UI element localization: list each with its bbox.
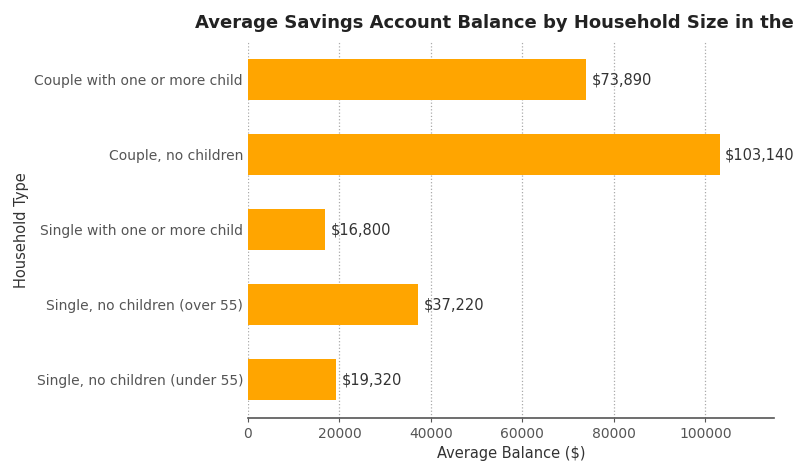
Text: $103,140: $103,140 [725,147,795,162]
Bar [248,284,418,325]
Text: $37,220: $37,220 [424,297,484,312]
Bar [248,359,336,400]
X-axis label: Average Balance ($): Average Balance ($) [437,446,585,461]
Bar [248,59,586,100]
Bar [248,209,325,250]
Text: $16,800: $16,800 [330,222,390,237]
Y-axis label: Household Type: Household Type [14,172,29,287]
Bar [248,134,720,175]
Title: Average Savings Account Balance by Household Size in the US: Average Savings Account Balance by House… [194,14,800,32]
Text: $73,890: $73,890 [591,72,652,87]
Text: $19,320: $19,320 [342,372,402,387]
